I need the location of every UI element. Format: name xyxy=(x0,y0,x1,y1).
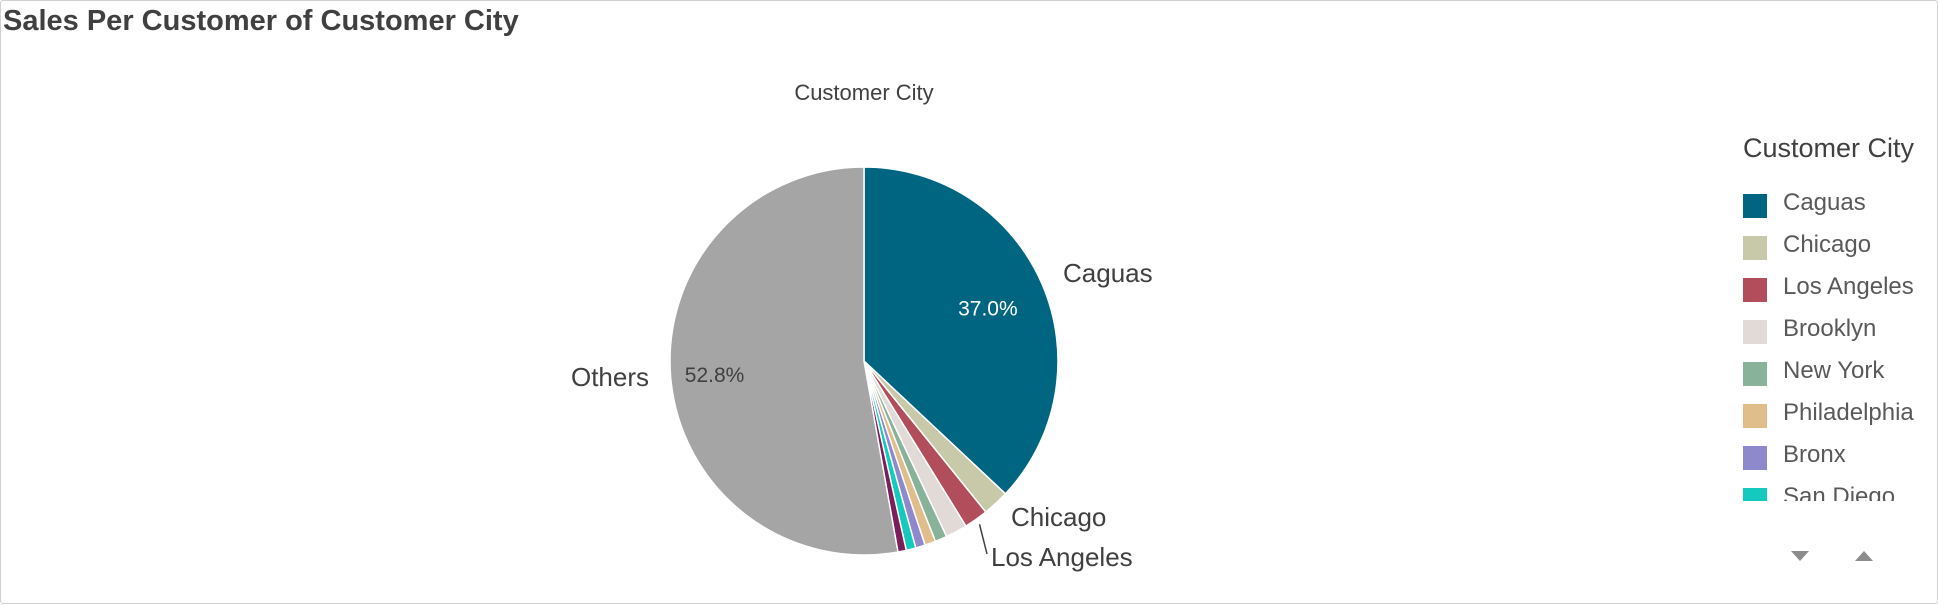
pie-category-label-chicago: Chicago xyxy=(1011,502,1106,532)
pie-slice-caguas[interactable] xyxy=(863,166,1059,495)
legend-label: San Diego xyxy=(1783,483,1896,501)
legend-swatch xyxy=(1743,236,1767,260)
pie-chart: Customer City 37.0% Caguas Chicago Los Ange… xyxy=(571,80,1153,572)
legend-swatch xyxy=(1743,362,1767,386)
legend-swatch xyxy=(1743,278,1767,302)
legend-item-san-diego[interactable]: San Diego xyxy=(1743,481,1938,501)
legend-swatch xyxy=(1743,404,1767,428)
pie-category-label-los-angeles: Los Angeles xyxy=(991,542,1133,572)
legend-item-brooklyn[interactable]: Brooklyn xyxy=(1743,313,1938,353)
legend-list[interactable]: Caguas Chicago Los Angeles Brooklyn New York… xyxy=(1743,187,1938,501)
legend-item-los-angeles[interactable]: Los Angeles xyxy=(1743,271,1938,311)
legend-item-chicago[interactable]: Chicago xyxy=(1743,229,1938,269)
chart-title: Sales Per Customer of Customer City xyxy=(3,5,519,37)
legend-item-bronx[interactable]: Bronx xyxy=(1743,439,1938,479)
legend-swatch xyxy=(1743,194,1767,218)
legend-item-caguas[interactable]: Caguas xyxy=(1743,187,1938,227)
legend-label: New York xyxy=(1783,357,1885,384)
pie-value-label-others: 52.8% xyxy=(685,364,745,387)
pie-category-label-others: Others xyxy=(571,362,649,392)
triangle-up-icon xyxy=(1855,551,1873,561)
triangle-down-icon xyxy=(1791,551,1809,561)
legend-label: Chicago xyxy=(1783,231,1872,258)
legend-item-philadelphia[interactable]: Philadelphia xyxy=(1743,397,1938,437)
legend: Customer City Caguas Chicago Los Angeles Br… xyxy=(1743,129,1938,509)
pie-leader-line-los-angeles xyxy=(978,524,988,555)
legend-label: Caguas xyxy=(1783,189,1866,216)
legend-scroll-up-button[interactable] xyxy=(1849,541,1879,571)
legend-scroll-down-button[interactable] xyxy=(1785,541,1815,571)
legend-title: Customer City xyxy=(1743,133,1915,163)
pie-value-label-caguas: 37.0% xyxy=(958,297,1018,320)
legend-label: Los Angeles xyxy=(1783,273,1914,300)
pie-slice-others[interactable] xyxy=(669,166,899,556)
legend-label: Philadelphia xyxy=(1783,399,1914,426)
legend-label: Bronx xyxy=(1783,441,1846,468)
pie-category-label-caguas: Caguas xyxy=(1063,258,1153,288)
legend-label: Brooklyn xyxy=(1783,315,1877,342)
legend-swatch xyxy=(1743,446,1767,470)
pie-chart-title: Customer City xyxy=(794,80,933,105)
legend-swatch xyxy=(1743,320,1767,344)
legend-item-new-york[interactable]: New York xyxy=(1743,355,1938,395)
legend-swatch xyxy=(1743,488,1767,501)
